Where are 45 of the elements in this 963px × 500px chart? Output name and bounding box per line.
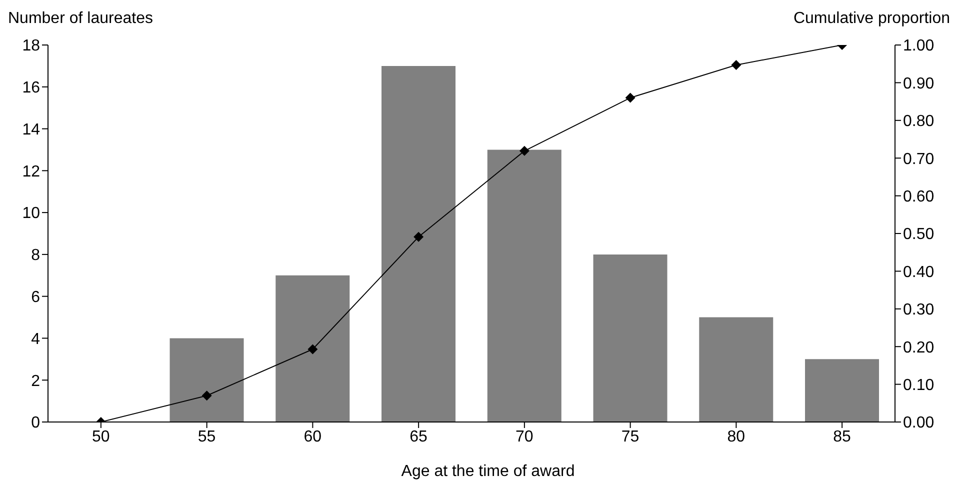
x-tick-label: 55 — [198, 428, 216, 446]
y2-tick-label: 0.60 — [903, 188, 934, 206]
y2-tick-label: 0.30 — [903, 302, 934, 319]
x-tick-label: 70 — [516, 428, 534, 446]
y-tick-label: 4 — [31, 330, 40, 348]
y-tick-label: 14 — [22, 121, 40, 138]
y2-tick-label: 0.10 — [903, 376, 934, 394]
y-tick-label: 16 — [22, 80, 40, 97]
y-axis-title: Number of laureates — [8, 10, 153, 28]
x-tick-label: 80 — [727, 428, 746, 446]
y2-tick-label: 0.50 — [903, 226, 934, 244]
bar — [699, 317, 774, 422]
point — [202, 390, 212, 401]
bar — [487, 150, 562, 422]
y-tick-label: 8 — [31, 247, 40, 264]
bar — [382, 66, 456, 422]
y2-tick-label: 0.70 — [903, 150, 934, 168]
point — [308, 344, 318, 354]
y2-tick-label: 0.80 — [903, 113, 934, 130]
y2-tick-label: 0.20 — [903, 339, 934, 356]
point — [625, 92, 636, 103]
bar — [170, 338, 244, 422]
y-tick-label: 18 — [22, 38, 40, 55]
y-tick-label: 12 — [22, 163, 40, 180]
y-tick-label: 6 — [31, 289, 40, 306]
y-tick-label: 10 — [22, 205, 40, 222]
y2-tick-label: 0.90 — [903, 75, 934, 92]
x-tick-label: 75 — [621, 428, 640, 446]
x-tick-label: 60 — [304, 428, 322, 446]
y-tick-label: 0 — [31, 414, 40, 432]
x-axis-title: Age at the time of award — [400, 463, 576, 481]
x-tick-label: 85 — [833, 428, 852, 446]
bar — [276, 275, 350, 422]
point — [414, 232, 424, 242]
point — [519, 146, 530, 156]
bar — [805, 359, 880, 422]
x-tick-label: 50 — [92, 428, 110, 446]
y2-axis-title: Cumulative proportion — [793, 10, 950, 28]
y2-tick-label: 0.00 — [903, 414, 934, 432]
point — [731, 60, 742, 70]
x-tick-label: 65 — [410, 428, 428, 446]
y-tick-label: 2 — [31, 372, 40, 390]
bar — [593, 254, 668, 422]
y2-tick-label: 0.40 — [903, 264, 934, 281]
y2-tick-label: 1.00 — [903, 38, 934, 55]
